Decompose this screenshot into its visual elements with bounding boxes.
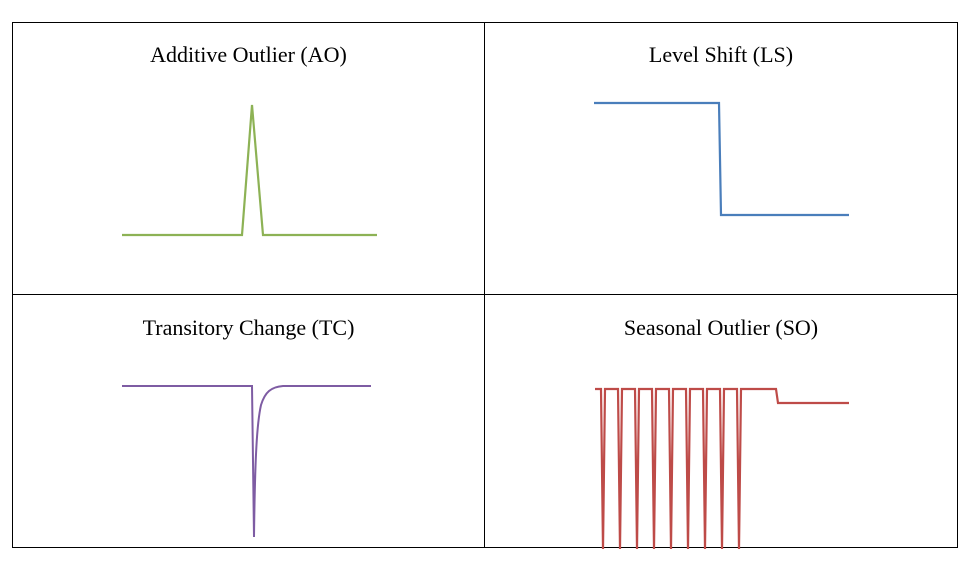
- transitory-change-line: [122, 385, 371, 538]
- panel-title: Seasonal Outlier (SO): [623, 315, 819, 340]
- level-shift-line: [594, 101, 849, 217]
- additive-outlier-line: [122, 104, 377, 237]
- transitory-change-plot: [122, 385, 371, 538]
- panel-transitory-change: Transitory Change (TC): [13, 295, 485, 547]
- level-shift-plot: [594, 101, 849, 217]
- panel-level-shift: Level Shift (LS): [485, 23, 957, 295]
- outlier-types-table: Additive Outlier (AO) Level Shift (LS) T…: [12, 22, 958, 550]
- panel-title: Transitory Change (TC): [142, 315, 355, 340]
- panel-seasonal-outlier: Seasonal Outlier (SO): [485, 295, 957, 550]
- seasonal-outlier-plot: [595, 387, 849, 550]
- panel-title: Level Shift (LS): [648, 42, 794, 67]
- panel-additive-outlier: Additive Outlier (AO): [13, 23, 485, 295]
- seasonal-outlier-line: [595, 387, 849, 550]
- panel-title: Additive Outlier (AO): [150, 42, 347, 67]
- additive-outlier-plot: [122, 104, 377, 237]
